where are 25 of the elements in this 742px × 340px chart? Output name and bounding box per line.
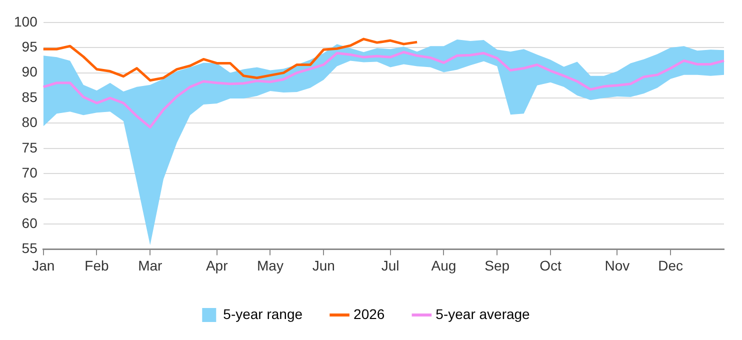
legend-label: 5-year average xyxy=(436,306,530,322)
x-tick-label: Mar xyxy=(138,257,163,274)
x-tick-label: Jan xyxy=(32,257,55,274)
y-tick-label: 60 xyxy=(22,214,38,231)
legend-label: 2026 xyxy=(354,306,385,322)
x-tick-label: Jun xyxy=(312,257,335,274)
x-tick-label: Feb xyxy=(84,257,110,274)
x-tick-label: Aug xyxy=(431,257,456,274)
x-tick-label: Dec xyxy=(658,257,684,274)
y-tick-label: 75 xyxy=(22,139,38,156)
x-tick-label: Sep xyxy=(484,257,510,274)
y-tick-label: 80 xyxy=(22,114,38,130)
legend-label: 5-year range xyxy=(223,306,303,322)
y-tick-label: 90 xyxy=(22,64,38,80)
y-tick-label: 70 xyxy=(22,164,38,180)
x-tick-label: Apr xyxy=(206,257,228,274)
x-tick-label: May xyxy=(257,257,284,274)
y-tick-label: 85 xyxy=(22,88,38,105)
y-tick-label: 55 xyxy=(22,240,38,256)
x-tick-label: Nov xyxy=(604,257,630,274)
x-tick-label: Jul xyxy=(381,257,400,274)
y-tick-label: 100 xyxy=(14,13,38,30)
x-tick-label: Oct xyxy=(540,257,562,274)
y-tick-label: 95 xyxy=(22,38,38,54)
y-tick-label: 65 xyxy=(22,190,38,206)
